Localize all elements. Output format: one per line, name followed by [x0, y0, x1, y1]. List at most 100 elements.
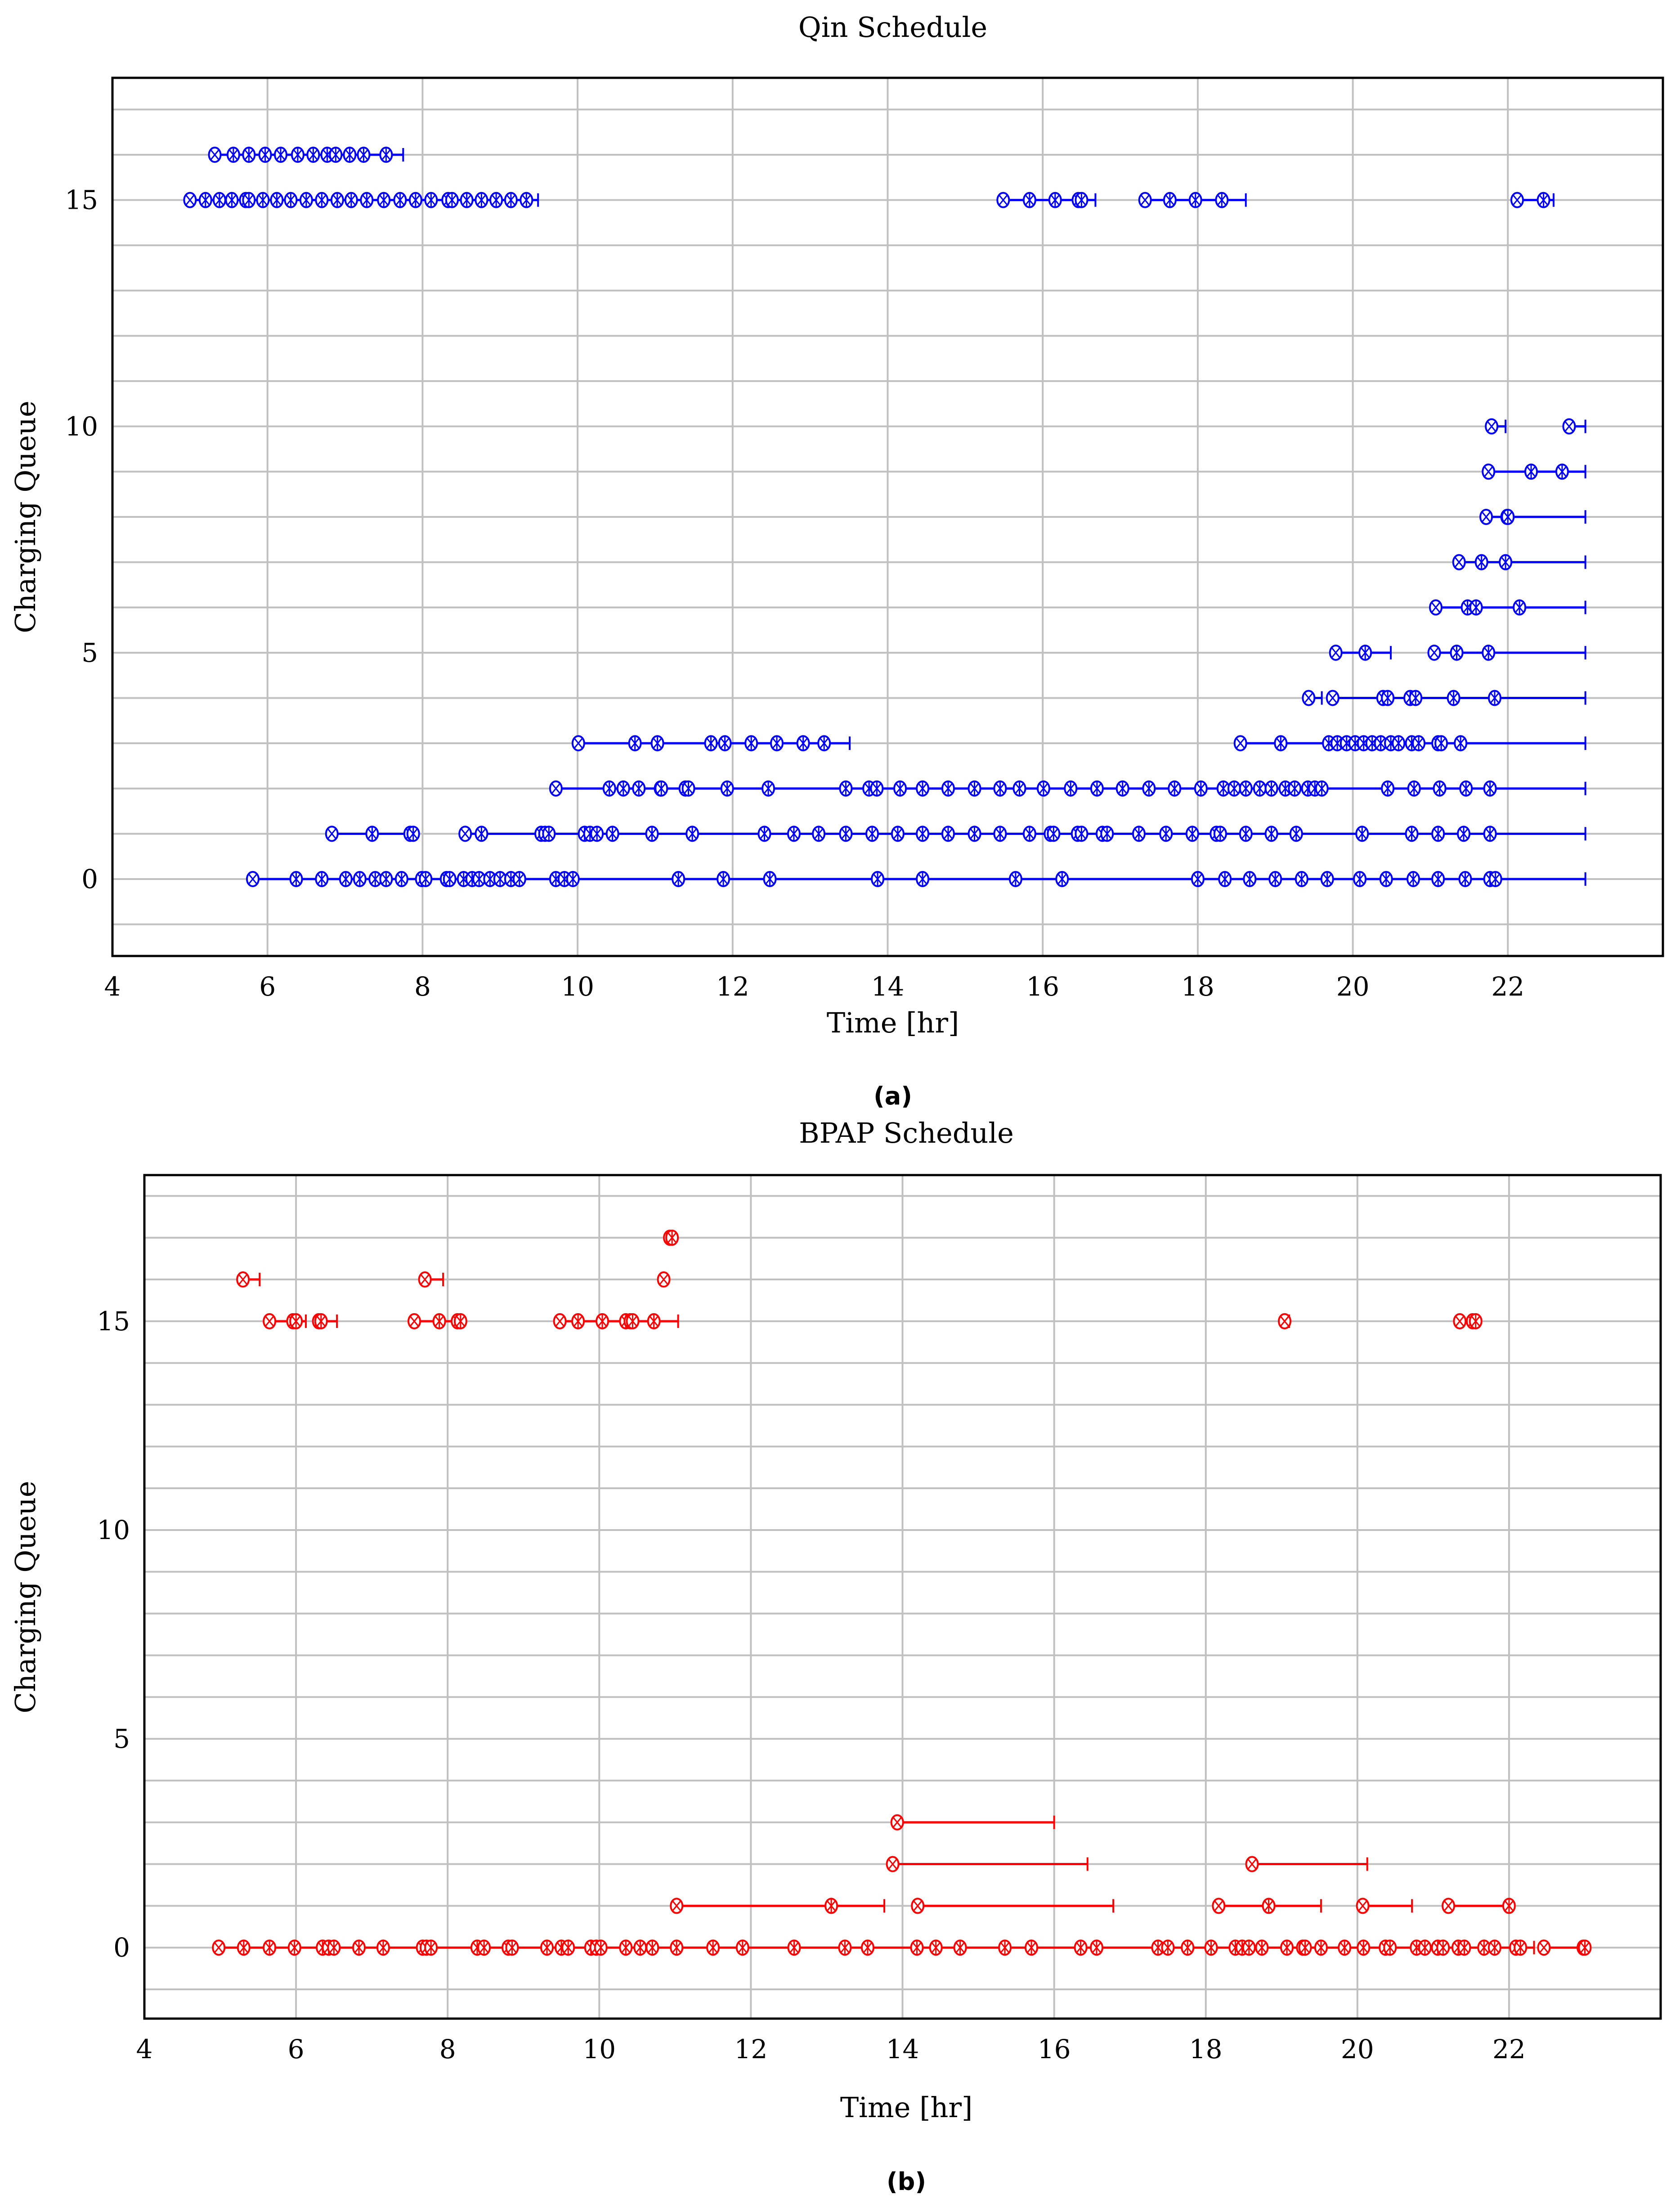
charge-marker	[394, 871, 408, 887]
start-marker	[1479, 509, 1493, 525]
charge-marker	[838, 1939, 852, 1956]
queue-row	[663, 1230, 679, 1246]
charge-marker	[226, 147, 240, 163]
queue-row	[670, 1898, 1516, 1914]
charge-marker	[1239, 780, 1253, 797]
charge-marker	[289, 871, 303, 887]
charge-marker	[594, 1939, 608, 1956]
y-tick-label: 5	[113, 1723, 130, 1754]
y-tick-label: 10	[65, 411, 98, 442]
queue-row	[208, 147, 404, 163]
charge-marker	[344, 192, 358, 208]
charge-marker	[993, 826, 1007, 842]
queue-row	[263, 1313, 1483, 1329]
charge-marker	[1514, 1939, 1528, 1956]
charge-marker	[665, 1230, 679, 1246]
marker-cross	[1331, 647, 1340, 658]
marker-cross	[1512, 194, 1522, 206]
charge-marker	[1383, 1939, 1397, 1956]
start-marker	[1429, 599, 1443, 616]
charge-marker	[330, 192, 344, 208]
x-tick-label: 20	[1336, 971, 1370, 1002]
start-marker	[1302, 690, 1316, 706]
charge-marker	[770, 735, 784, 752]
charge-marker	[242, 147, 256, 163]
start-marker	[657, 1271, 671, 1288]
start-marker	[1245, 1856, 1259, 1872]
charge-marker	[1457, 1939, 1471, 1956]
x-tick-label: 14	[871, 971, 905, 1002]
charge-marker	[1168, 780, 1182, 797]
marker-cross	[659, 1274, 668, 1285]
charge-marker	[1392, 735, 1406, 752]
start-marker	[1326, 690, 1340, 706]
charge-marker	[871, 871, 885, 887]
charge-marker	[704, 735, 718, 752]
charge-marker	[1253, 780, 1267, 797]
charge-marker	[1274, 735, 1288, 752]
charge-marker	[270, 192, 284, 208]
marker-cross	[672, 1900, 681, 1912]
charge-marker	[1289, 826, 1303, 842]
charge-marker	[1338, 1939, 1352, 1956]
charge-marker	[910, 1939, 924, 1956]
charge-marker	[1075, 826, 1089, 842]
marker-cross	[1247, 1858, 1257, 1870]
charge-marker	[258, 147, 272, 163]
charge-marker	[670, 1939, 684, 1956]
x-tick-label: 18	[1189, 2034, 1223, 2064]
charge-marker	[291, 147, 305, 163]
charge-marker	[968, 780, 981, 797]
charge-marker	[706, 1939, 720, 1956]
start-marker	[911, 1898, 925, 1914]
charge-marker	[561, 1939, 575, 1956]
chart-qin-schedule: Qin Schedule 4 6 8 10 12 14 16 18 20 22 0 5 10 15 Tim…	[9, 11, 1664, 1110]
charge-marker	[1488, 871, 1502, 887]
charge-marker	[571, 1313, 585, 1329]
marker-cross	[1431, 602, 1441, 613]
charge-marker	[343, 147, 357, 163]
charge-marker	[1288, 780, 1302, 797]
charge-marker	[1194, 780, 1208, 797]
charge-marker	[1433, 780, 1447, 797]
charge-marker	[1555, 463, 1569, 480]
charge-marker	[1074, 1939, 1088, 1956]
queue-row	[183, 192, 1555, 208]
charge-marker	[339, 871, 353, 887]
start-marker	[1442, 1898, 1456, 1914]
x-axis-label: Time [hr]	[840, 2091, 972, 2124]
start-marker	[549, 780, 563, 797]
charge-marker	[1315, 780, 1329, 797]
grid	[143, 1174, 1662, 2020]
charge-marker	[1216, 780, 1230, 797]
data-marks	[212, 1230, 1592, 1956]
marker-cross	[888, 1858, 897, 1870]
charge-marker	[376, 1939, 390, 1956]
marker-cross	[1214, 1900, 1223, 1912]
charge-marker	[353, 871, 367, 887]
charge-marker	[393, 192, 407, 208]
charge-marker	[839, 780, 853, 797]
tick-labels: 4 6 8 10 12 14 16 18 20 22 0 5 10 15	[65, 185, 1524, 1002]
charge-marker	[824, 1898, 838, 1914]
marker-cross	[1236, 738, 1245, 749]
y-tick-label: 15	[65, 185, 98, 215]
charge-marker	[650, 735, 664, 752]
charge-marker	[1239, 826, 1253, 842]
y-tick-label: 5	[81, 637, 98, 668]
charge-marker	[1488, 690, 1502, 706]
charge-marker	[1434, 735, 1448, 752]
charge-marker	[1090, 780, 1104, 797]
charge-marker	[315, 871, 329, 887]
start-marker	[1482, 463, 1496, 480]
charge-marker	[520, 192, 533, 208]
charge-marker	[273, 147, 287, 163]
x-tick-label: 20	[1341, 2034, 1374, 2064]
charge-marker	[1159, 826, 1173, 842]
x-tick-label: 10	[561, 971, 594, 1002]
charge-marker	[616, 780, 630, 797]
charge-marker	[1185, 826, 1199, 842]
charge-marker	[1268, 871, 1282, 887]
marker-cross	[1304, 692, 1313, 704]
